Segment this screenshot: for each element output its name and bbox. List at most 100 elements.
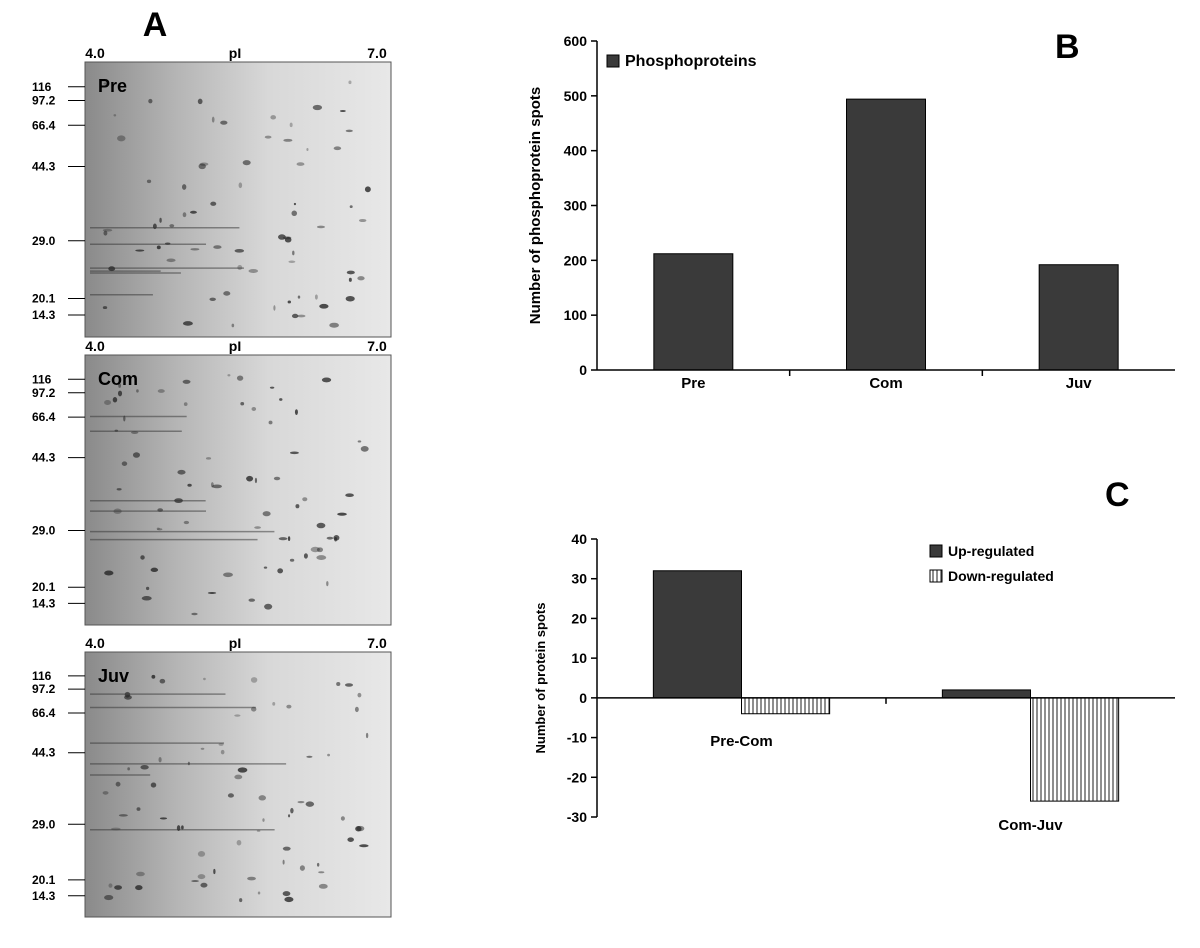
x-tick-label: Com-Juv bbox=[998, 817, 1063, 834]
gel-spot bbox=[272, 702, 276, 706]
pi-label: pI bbox=[229, 635, 241, 651]
bar bbox=[846, 98, 926, 371]
gel-spot bbox=[254, 526, 261, 529]
gel-spot bbox=[118, 383, 121, 388]
gel-image bbox=[84, 61, 392, 338]
gel-spot bbox=[159, 217, 162, 223]
y-tick-label: 20 bbox=[571, 610, 587, 626]
mw-label: 66.4 bbox=[32, 410, 56, 424]
gel-spot bbox=[289, 558, 295, 562]
gel-spot bbox=[158, 757, 162, 763]
gel-spot bbox=[303, 553, 308, 559]
mw-label: 97.2 bbox=[32, 682, 56, 696]
mw-label: 20.1 bbox=[32, 873, 56, 887]
gel-spot bbox=[182, 212, 187, 218]
y-tick-label: 300 bbox=[564, 198, 588, 214]
gel-spot bbox=[254, 477, 258, 484]
gel-spot bbox=[212, 484, 222, 489]
gel-spot bbox=[279, 398, 283, 401]
gel-spot bbox=[345, 493, 354, 498]
gel-spot bbox=[277, 568, 284, 574]
mw-label: 116 bbox=[32, 669, 52, 683]
pi-label: 4.0 bbox=[85, 338, 105, 354]
mw-label: 44.3 bbox=[32, 160, 56, 174]
gel-spot bbox=[207, 591, 217, 594]
gel-spot bbox=[337, 512, 347, 516]
gel-spot bbox=[340, 816, 345, 821]
gel-spot bbox=[287, 536, 291, 542]
gel-spot bbox=[297, 295, 301, 299]
gel-spot bbox=[159, 678, 166, 684]
gel-spot bbox=[318, 883, 328, 889]
gel-spot bbox=[136, 807, 141, 811]
gel-spot bbox=[248, 269, 259, 273]
gel-spot bbox=[270, 115, 277, 120]
gel-spot bbox=[117, 135, 126, 142]
mw-label: 66.4 bbox=[32, 118, 56, 132]
mw-label: 14.3 bbox=[32, 596, 56, 610]
gel-spot bbox=[132, 452, 141, 458]
gel-spot bbox=[118, 814, 128, 817]
gel-spot bbox=[289, 122, 293, 128]
gel-spot bbox=[169, 224, 175, 228]
gel-spot bbox=[146, 179, 152, 184]
bar bbox=[741, 697, 831, 715]
gel-spot bbox=[140, 555, 145, 560]
gel-spot bbox=[359, 844, 369, 848]
gel-spot bbox=[354, 706, 359, 713]
y-tick-label: 100 bbox=[564, 307, 588, 323]
gel-spot bbox=[356, 825, 365, 832]
gel-spot bbox=[273, 476, 281, 481]
gel-spot bbox=[347, 837, 354, 842]
x-tick-label: Pre-Com bbox=[710, 733, 773, 750]
gel-spot bbox=[115, 781, 121, 787]
gel-spot bbox=[299, 865, 305, 871]
gel-spot bbox=[150, 782, 157, 788]
gel-spot bbox=[358, 218, 367, 223]
gel-spot bbox=[312, 104, 323, 111]
y-tick-label: 0 bbox=[579, 362, 587, 378]
mw-label: 116 bbox=[32, 372, 52, 386]
pi-label: pI bbox=[229, 45, 241, 61]
gel-spot bbox=[190, 210, 197, 214]
gel-spot bbox=[183, 520, 190, 525]
gel-spot bbox=[295, 504, 300, 509]
gel-spot bbox=[104, 399, 112, 405]
gel-spot bbox=[181, 825, 184, 830]
gel-spot bbox=[145, 586, 150, 591]
gel-spot bbox=[209, 297, 216, 302]
gel-spot bbox=[251, 407, 257, 411]
gel-spot bbox=[148, 98, 153, 104]
gel-spot bbox=[104, 894, 114, 901]
gel-spot bbox=[117, 390, 123, 397]
gel-spot bbox=[220, 749, 225, 755]
gel-spot bbox=[240, 401, 245, 406]
gel-spot bbox=[227, 374, 231, 377]
gel-spot bbox=[364, 186, 371, 193]
gel-spot bbox=[336, 682, 341, 687]
gel-spot bbox=[269, 386, 275, 389]
gel-spot bbox=[316, 547, 324, 553]
gel-spot bbox=[258, 795, 267, 801]
gel-spot bbox=[288, 814, 291, 818]
gel-spot bbox=[104, 570, 114, 576]
mw-label: 29.0 bbox=[32, 817, 56, 831]
gel-spot bbox=[286, 704, 292, 709]
mw-label: 29.0 bbox=[32, 524, 56, 538]
legend-label: Down-regulated bbox=[948, 568, 1054, 584]
mw-label: 14.3 bbox=[32, 889, 56, 903]
gel-spot bbox=[327, 753, 331, 757]
gel-spot bbox=[349, 205, 353, 209]
gel-spot bbox=[227, 793, 234, 798]
mw-label: 116 bbox=[32, 80, 52, 94]
gel-spot bbox=[357, 692, 362, 698]
legend-swatch bbox=[606, 54, 620, 68]
y-tick-label: 400 bbox=[564, 143, 588, 159]
y-tick-label: -30 bbox=[567, 809, 587, 825]
mw-label: 97.2 bbox=[32, 94, 56, 108]
gel-spot bbox=[200, 747, 205, 750]
gel-spot bbox=[135, 249, 145, 252]
panel-label: C bbox=[1105, 476, 1130, 514]
gel-spot bbox=[302, 497, 308, 502]
gel-spot bbox=[316, 862, 320, 867]
